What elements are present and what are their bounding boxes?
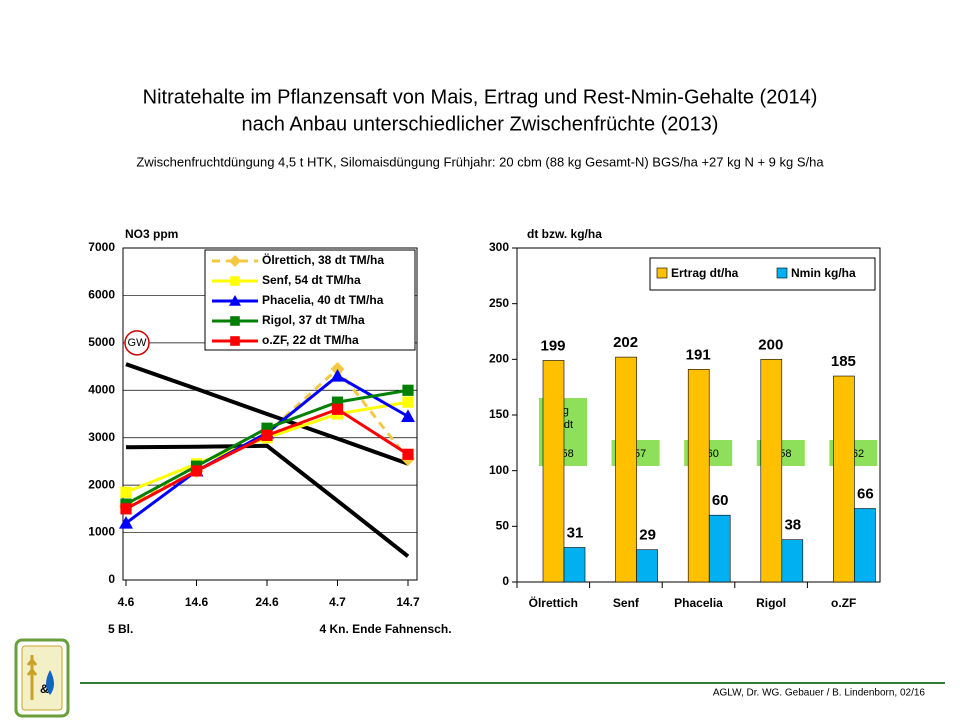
data-label: 66 — [857, 485, 874, 502]
y-tick-label: 3000 — [88, 430, 115, 444]
legend-label: o.ZF, 22 dt TM/ha — [262, 333, 359, 347]
marker — [120, 486, 132, 498]
marker — [229, 255, 241, 267]
title-line: nach Anbau unterschiedlicher Zwischenfrü… — [242, 113, 719, 135]
bar — [563, 547, 586, 583]
y-tick-label: 150 — [489, 407, 509, 421]
legend — [649, 257, 876, 291]
y-tick-label: 0 — [108, 572, 115, 586]
y-tick-label: 5000 — [88, 335, 115, 349]
x-tick-label: o.ZF — [831, 596, 856, 610]
logo: & — [14, 638, 70, 718]
bar — [687, 369, 710, 583]
data-label: 202 — [613, 334, 638, 351]
series-line — [125, 362, 409, 466]
legend-label: Ertrag dt/ha — [671, 266, 739, 280]
y-tick-label: 200 — [489, 352, 509, 366]
marker — [190, 465, 203, 477]
bar — [542, 360, 565, 583]
marker — [120, 503, 132, 515]
data-label: 31 — [567, 524, 584, 541]
marker — [331, 396, 344, 408]
y-tick-label: 1000 — [88, 525, 115, 539]
marker — [261, 422, 273, 434]
x-tick-label: 14.7 — [396, 595, 420, 609]
y-tick-label: 7000 — [88, 240, 115, 254]
x-tick-label: Phacelia — [674, 596, 723, 610]
y-tick-label: 2000 — [88, 477, 115, 491]
marker — [402, 384, 414, 396]
marker — [330, 361, 345, 376]
y-tick-label: 6000 — [88, 288, 115, 302]
data-label: 60 — [712, 492, 729, 509]
legend-label: Senf, 54 dt TM/ha — [262, 273, 361, 287]
marker — [330, 369, 345, 382]
y-tick-label: 50 — [496, 519, 510, 533]
data-label: 185 — [831, 353, 856, 370]
marker — [402, 396, 414, 408]
y-tick-label: 300 — [489, 240, 509, 254]
data-label: 191 — [686, 346, 711, 363]
x-tick-label: Senf — [613, 596, 640, 610]
marker — [230, 276, 240, 286]
legend-label: Rigol, 37 dt TM/ha — [262, 313, 365, 327]
bar — [833, 375, 855, 583]
x-tick-label: 14.6 — [185, 595, 209, 609]
x-tick-label: 4.7 — [329, 595, 346, 609]
footer: AGLW, Dr. WG. Gebauer / B. Lindenborn, 0… — [713, 688, 926, 699]
legend-label: Phacelia, 40 dt TM/ha — [262, 293, 384, 307]
bar — [708, 514, 731, 583]
y-tick-label: 250 — [489, 296, 509, 310]
y-axis-label: NO3 ppm — [125, 227, 178, 241]
x-tick-label: Rigol — [756, 596, 786, 610]
bar — [781, 539, 804, 583]
title-line: Nitratehalte im Pflanzensaft von Mais, E… — [143, 86, 818, 108]
x-group-label: 5 Bl. — [108, 622, 133, 636]
marker — [229, 295, 241, 306]
y-tick-label: 4000 — [88, 382, 115, 396]
bar — [636, 549, 658, 583]
marker — [331, 403, 344, 415]
y-tick-label: 100 — [489, 463, 509, 477]
bar — [760, 359, 783, 583]
annotation: GW — [128, 337, 148, 349]
marker — [261, 429, 273, 441]
x-tick-label: Ölrettich — [529, 595, 578, 610]
data-label: 29 — [639, 527, 656, 544]
marker — [402, 448, 414, 460]
bar — [854, 508, 876, 583]
legend-swatch — [776, 267, 788, 279]
y-tick-label: 0 — [502, 574, 509, 588]
data-label: 199 — [540, 337, 565, 354]
marker — [230, 336, 240, 346]
series-line — [125, 443, 410, 558]
marker — [119, 516, 133, 529]
x-tick-label: 4.6 — [118, 595, 135, 609]
data-label: 38 — [784, 517, 801, 534]
marker — [230, 316, 240, 326]
x-group-label: 4 Kn. Ende Fahnensch. — [320, 622, 452, 636]
y-axis-label: dt bzw. kg/ha — [527, 227, 602, 241]
marker — [401, 409, 415, 422]
legend-label: Nmin kg/ha — [791, 266, 856, 280]
annotation-circle — [124, 330, 150, 356]
subtitle: Zwischenfruchtdüngung 4,5 t HTK, Silomai… — [136, 154, 824, 169]
bar — [615, 356, 637, 583]
svg-text:&: & — [40, 682, 49, 696]
legend-label: Ölrettich, 38 dt TM/ha — [262, 252, 384, 267]
x-tick-label: 24.6 — [255, 595, 279, 609]
data-label: 200 — [758, 336, 783, 353]
legend-swatch — [656, 267, 668, 279]
